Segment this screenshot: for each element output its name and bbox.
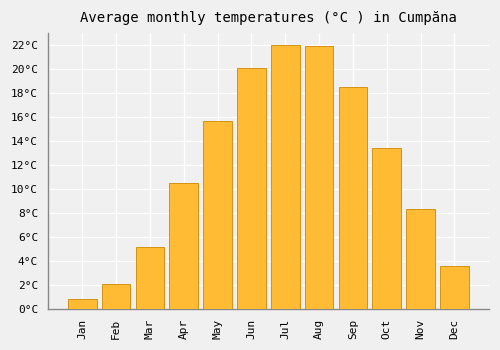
Bar xyxy=(68,299,96,309)
Bar xyxy=(102,284,130,309)
Bar xyxy=(271,45,300,309)
Bar xyxy=(304,47,334,309)
Bar xyxy=(237,68,266,309)
Bar xyxy=(203,121,232,309)
Bar xyxy=(440,266,469,309)
Bar xyxy=(406,209,435,309)
Bar xyxy=(372,148,401,309)
Bar xyxy=(170,183,198,309)
Bar xyxy=(338,87,368,309)
Bar xyxy=(136,247,164,309)
Title: Average monthly temperatures (°C ) in Cumpăna: Average monthly temperatures (°C ) in Cu… xyxy=(80,11,457,25)
